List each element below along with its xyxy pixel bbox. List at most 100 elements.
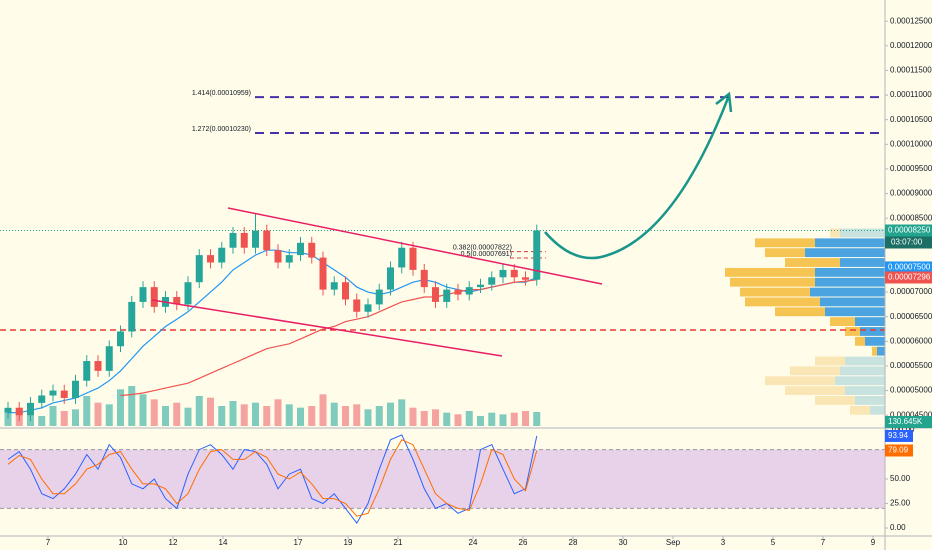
stoch-tick-label: 0.00	[890, 523, 906, 532]
y-tick-label: 0.00011500	[890, 66, 932, 75]
profile-down	[870, 405, 885, 415]
candle-body	[308, 242, 316, 258]
y-tick-label: 0.00006500	[890, 312, 932, 321]
x-tick-label: 9	[871, 538, 876, 547]
arrow-head	[715, 91, 733, 113]
profile-up	[785, 386, 845, 395]
price-tag-label: 0.00007296	[888, 273, 931, 282]
x-tick-label: 28	[569, 538, 578, 547]
profile-down	[855, 395, 885, 405]
price-tag-label: 0.00008250	[888, 226, 931, 235]
volume-bar	[353, 404, 361, 426]
y-tick-label: 0.00012500	[890, 16, 932, 25]
volume-bar	[38, 416, 46, 426]
volume-bar	[477, 416, 484, 426]
volume-bar	[150, 399, 158, 426]
fib-label: 0.5(0.00007691)	[461, 251, 512, 258]
candle-body	[488, 277, 496, 285]
volume-bar	[117, 389, 124, 426]
stoch-band	[0, 449, 885, 509]
channel-upper	[227, 207, 603, 285]
candle-body	[105, 346, 113, 371]
candle-body	[297, 242, 304, 256]
candle-body	[263, 230, 271, 251]
candle-body	[83, 361, 91, 381]
moving-average	[8, 249, 538, 414]
candle-body	[4, 407, 12, 413]
price-tag	[885, 224, 932, 237]
profile-up	[872, 346, 877, 356]
volume-tag-label: 130.645K	[888, 417, 923, 426]
x-tick-label: 10	[119, 538, 128, 547]
candle-body	[139, 287, 147, 302]
candle-body	[274, 250, 282, 263]
y-tick-label: 0.00007000	[890, 287, 932, 296]
profile-up	[790, 366, 840, 376]
fib-label: 1.272(0.00010230)	[192, 126, 251, 133]
price-tag	[885, 271, 932, 284]
x-tick-label: 21	[394, 538, 403, 547]
profile-down	[845, 386, 885, 395]
volume-bar	[454, 414, 462, 426]
fib-label: 1.414(0.00010959)	[192, 90, 251, 97]
volume-bar	[218, 406, 226, 426]
volume-bar	[522, 411, 529, 426]
candle-body	[432, 287, 439, 302]
stoch-tag-label: 93.94	[888, 431, 909, 440]
stoch-tag	[885, 429, 913, 442]
candle-body	[364, 304, 372, 312]
candle-body	[510, 269, 518, 278]
stoch-tick-label: 100.00	[890, 425, 915, 434]
candle-body	[27, 402, 34, 416]
y-tick-label: 0.00008500	[890, 213, 932, 222]
profile-down	[815, 238, 885, 248]
candle-body	[342, 282, 349, 300]
volume-bar	[94, 402, 102, 426]
candle-body	[477, 284, 484, 288]
x-tick-label: 7	[46, 538, 51, 547]
profile-down	[810, 287, 885, 297]
x-tick-label: 24	[469, 538, 478, 547]
volume-bar	[533, 412, 541, 426]
candle-body	[15, 407, 23, 416]
x-tick-label: 3	[721, 538, 726, 547]
profile-up	[785, 258, 840, 267]
profile-up	[765, 376, 835, 386]
candle-body	[128, 301, 136, 332]
profile-up	[775, 307, 825, 317]
volume-bar	[342, 406, 349, 426]
volume-bar	[184, 407, 192, 426]
volume-bar	[510, 412, 518, 426]
volume-bar	[398, 399, 406, 426]
candle-body	[94, 361, 102, 371]
y-tick-label: 0.00005000	[890, 386, 932, 395]
stoch-line	[7, 434, 538, 525]
price-tag-label: 0.00007500	[888, 263, 931, 272]
profile-down	[820, 297, 885, 307]
candle-body	[184, 282, 192, 305]
stoch-tick-label: 50.00	[890, 474, 911, 483]
profile-down	[855, 317, 885, 327]
y-tick-label: 0.00005500	[890, 361, 932, 370]
stoch-line	[7, 439, 538, 517]
volume-bar	[263, 406, 271, 426]
candle-body	[60, 390, 68, 398]
y-tick-label: 0.00011000	[890, 90, 932, 99]
volume-bar	[240, 404, 248, 426]
profile-down	[877, 346, 885, 356]
x-tick-label: 5	[771, 538, 776, 547]
candle-body	[72, 380, 79, 398]
candle-body	[150, 287, 158, 307]
volume-bar	[432, 409, 439, 426]
candle-body	[465, 287, 473, 295]
candle-body	[218, 247, 226, 263]
profile-up	[740, 287, 810, 297]
y-tick-label: 0.00012000	[890, 41, 932, 50]
volume-bar	[83, 396, 91, 426]
profile-up	[755, 238, 815, 248]
profile-up	[815, 395, 855, 405]
profile-up	[725, 267, 815, 277]
volume-bar	[229, 401, 237, 426]
profile-down	[815, 267, 885, 277]
